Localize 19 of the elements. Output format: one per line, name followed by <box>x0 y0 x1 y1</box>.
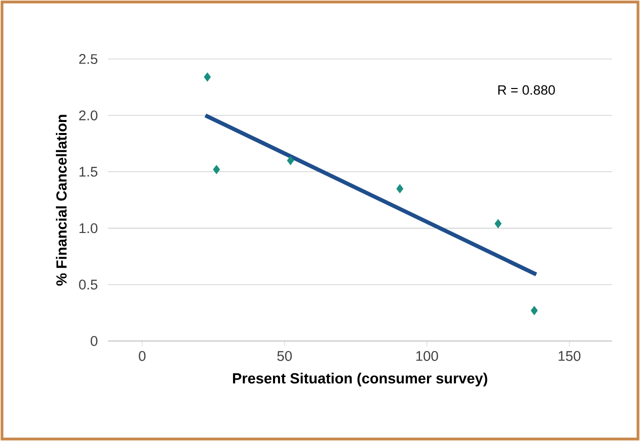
point <box>287 156 294 166</box>
y-tick-label: 0.5 <box>79 280 98 290</box>
y-tick-label: 1.0 <box>80 223 98 234</box>
x-tick-label: 150 <box>558 351 580 361</box>
x-tick-label: 0 <box>138 351 146 361</box>
y-tick-label: 0 <box>90 336 98 346</box>
point <box>396 184 404 194</box>
point <box>204 72 211 82</box>
x-tick-label: 50 <box>277 351 292 361</box>
point <box>213 164 220 174</box>
point <box>530 306 538 316</box>
x-axis-title: Present Situation (consumer survey) <box>233 372 488 386</box>
x-tick-label: 100 <box>416 351 438 361</box>
y-tick-label: 2.5 <box>79 54 98 64</box>
y-tick-label: 2.0 <box>79 110 98 120</box>
y-tick-label: 1.5 <box>80 166 98 177</box>
y-axis-title: % Financial Cancellation <box>56 114 67 286</box>
annotation: R = 0.880 <box>498 85 555 95</box>
point <box>494 219 502 228</box>
